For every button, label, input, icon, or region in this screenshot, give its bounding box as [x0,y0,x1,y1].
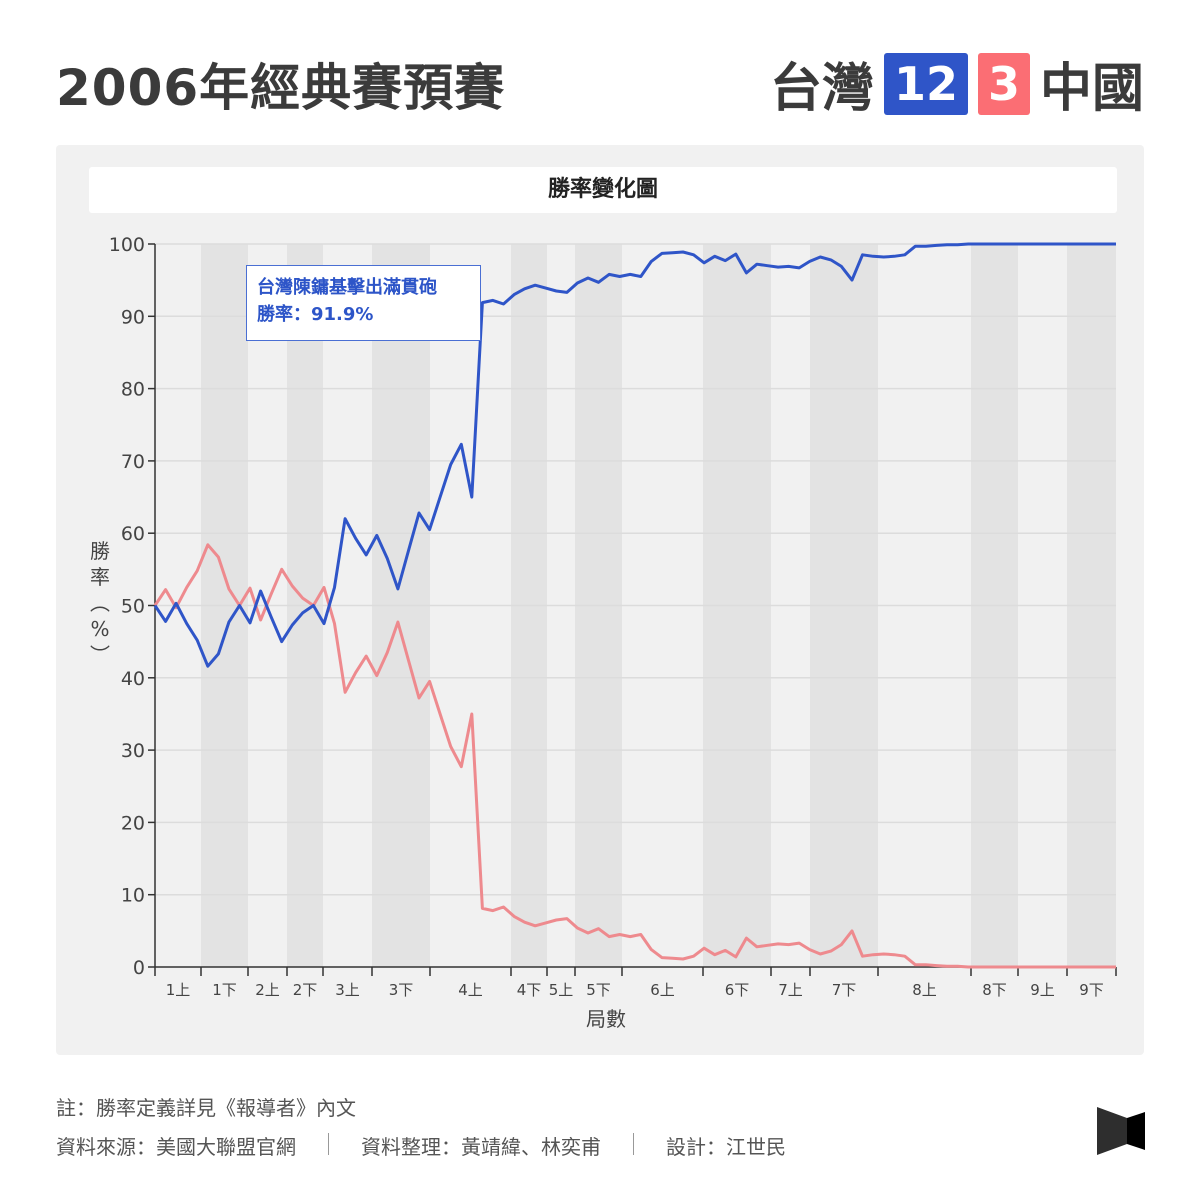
chart-panel: 勝率變化圖 0 10 20 30 40 50 60 70 80 90 100 1上 1下 2上 2下 3上 3下… [56,145,1144,1055]
y-tick-label: 60 [121,523,145,545]
divider [328,1133,329,1155]
x-tick-label: 6下 [725,981,750,999]
x-tick-label: 9上 [1030,981,1055,999]
x-tick-label: 5下 [586,981,611,999]
y-tick-label: 30 [121,740,145,762]
callout-probability: 勝率：91.9% [257,304,374,325]
team-home-name: 台灣 [769,59,874,119]
credits: 資料來源：美國大聯盟官網 資料整理：黃靖緯、林奕甫 設計：江世民 [56,1131,786,1160]
y-tick-label: 100 [109,234,145,256]
x-axis-label: 局數 [586,1007,626,1031]
callout-event: 台灣陳鏞基擊出滿貫砲 [257,277,437,298]
data-source: 資料來源：美國大聯盟官網 [56,1135,296,1159]
data-compiled-by: 資料整理：黃靖緯、林奕甫 [361,1135,601,1159]
y-tick-label: 50 [121,596,145,618]
footnote: 註：勝率定義詳見《報導者》內文 [56,1096,356,1120]
y-tick-label: 0 [133,957,145,979]
x-tick-label: 8下 [982,981,1007,999]
score-home-badge: 12 [883,52,968,115]
x-tick-label: 8上 [912,981,937,999]
x-tick-label: 4下 [517,981,542,999]
y-axis-label-char: % [90,617,110,641]
x-tick-label: 9下 [1079,981,1104,999]
designer: 設計：江世民 [666,1135,786,1159]
x-tick-label: 4上 [458,981,483,999]
scoreboard: 台灣 12 3 中國 [770,46,1144,121]
score-away-badge: 3 [977,52,1030,115]
x-tick-label: 1下 [212,981,237,999]
y-axis-label-char: ︶ [90,643,110,667]
y-axis-label-char: 率 [90,565,110,589]
x-tick-label: 7下 [832,981,857,999]
y-tick-label: 10 [121,885,145,907]
y-tick-label: 70 [121,451,145,473]
x-tick-label: 2上 [255,981,280,999]
y-tick-label: 40 [121,668,145,690]
x-tick-label: 3上 [335,981,360,999]
x-tick-label: 7上 [778,981,803,999]
x-tick-label: 2下 [293,981,318,999]
y-tick-label: 20 [121,812,145,834]
chart-title: 勝率變化圖 [89,167,1117,213]
y-axis-label: 勝率 ︵% ︶ [86,538,114,668]
divider [633,1133,634,1155]
x-tick-label: 5上 [549,981,574,999]
y-tick-label: 80 [121,379,145,401]
y-tick-label: 90 [121,306,145,328]
y-axis-label-char: ︵ [90,591,110,615]
team-away-name: 中國 [1039,59,1144,119]
x-tick-label: 1上 [166,981,191,999]
grand-slam-callout: 台灣陳鏞基擊出滿貫砲 勝率：91.9% [246,265,481,341]
x-tick-label: 3下 [389,981,414,999]
y-axis-label-char: 勝 [90,539,110,563]
win-probability-chart: 0 10 20 30 40 50 60 70 80 90 100 1上 1下 2上 2下 3上 3下 4上 4下 5上… [109,234,1117,999]
the-reporter-logo-icon [1097,1107,1145,1155]
page-title: 2006年經典賽預賽 [56,59,506,117]
china-win-probability-line [153,543,1116,969]
x-tick-label: 6上 [650,981,675,999]
taiwan-win-probability-line [153,242,1116,668]
